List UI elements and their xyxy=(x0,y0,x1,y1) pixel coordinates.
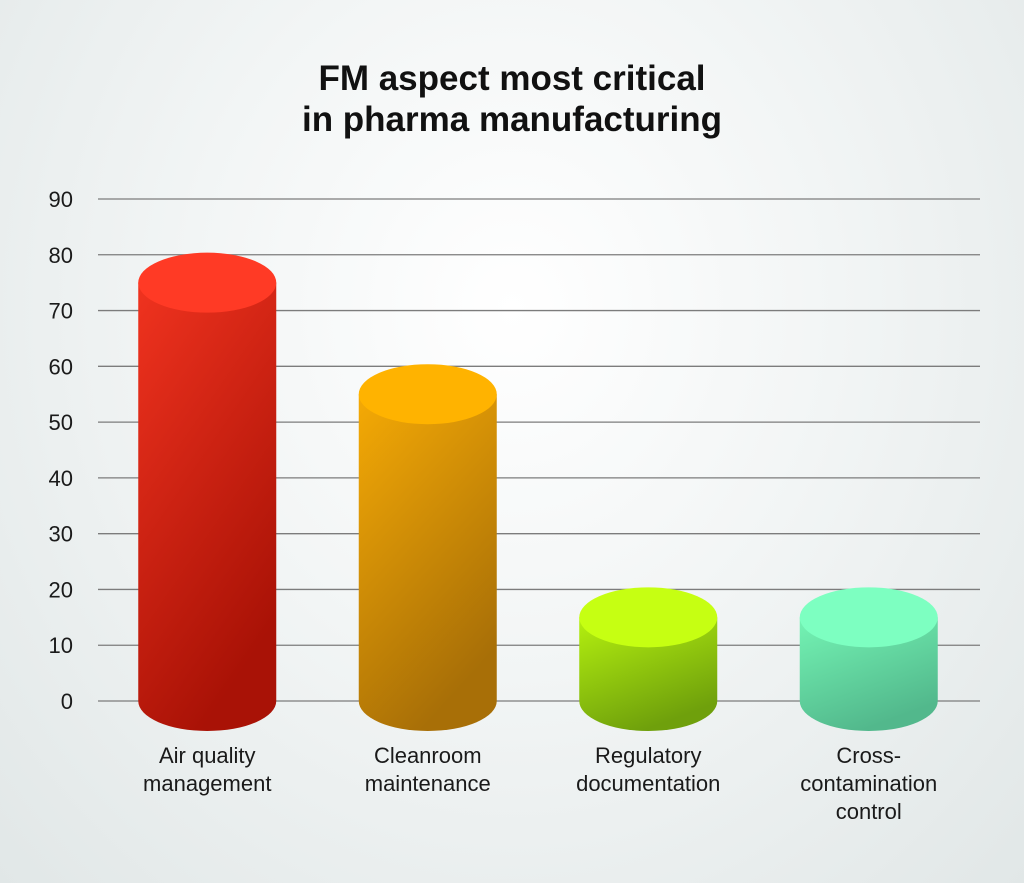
y-tick-label: 80 xyxy=(49,243,73,268)
bars xyxy=(138,252,938,732)
x-category-label-line: management xyxy=(143,771,271,796)
bar xyxy=(138,252,277,732)
x-category-label: Cross-contamination control xyxy=(800,743,937,824)
y-tick-label: 20 xyxy=(49,577,73,602)
y-tick-label: 10 xyxy=(49,633,73,658)
x-category-label-line: documentation xyxy=(576,771,720,796)
chart-title: FM aspect most critical in pharma manufa… xyxy=(0,58,1024,140)
y-tick-label: 40 xyxy=(49,466,73,491)
y-tick-label: 50 xyxy=(49,410,73,435)
x-category-label-line: Air quality xyxy=(159,743,256,768)
x-category-label-line: contamination xyxy=(800,771,937,796)
y-tick-label: 60 xyxy=(49,354,73,379)
x-category-label: Regulatory documentation xyxy=(576,743,720,796)
bar-top xyxy=(799,587,938,648)
bar xyxy=(799,587,938,732)
y-tick-label: 30 xyxy=(49,522,73,547)
x-category-label-line: maintenance xyxy=(365,771,491,796)
chart-title-line-2: in pharma manufacturing xyxy=(301,100,723,139)
y-axis-ticks: 0 10 20 30 40 50 60 70 80 90 xyxy=(49,187,73,714)
x-axis-labels: Air quality management Cleanroom maintenanc… xyxy=(143,743,937,824)
y-tick-label: 0 xyxy=(61,689,73,714)
bar-top xyxy=(579,587,718,648)
bar-body xyxy=(138,282,277,732)
chart-title-line-1: FM aspect most critical xyxy=(318,59,706,98)
bar-body xyxy=(799,617,938,732)
x-category-label: Cleanroom maintenance xyxy=(365,743,491,796)
x-category-label: Air quality management xyxy=(143,743,271,796)
x-category-label-line: Cleanroom xyxy=(374,743,482,768)
bar-top xyxy=(358,364,497,425)
x-category-label-line: Regulatory xyxy=(595,743,701,768)
bar-body xyxy=(358,394,497,732)
bar xyxy=(579,587,718,732)
y-tick-label: 90 xyxy=(49,187,73,212)
bar xyxy=(358,364,497,732)
bar-top xyxy=(138,252,277,313)
x-category-label-line: control xyxy=(836,799,902,824)
bar-body xyxy=(579,617,718,732)
x-category-label-line: Cross- xyxy=(836,743,901,768)
y-tick-label: 70 xyxy=(49,299,73,324)
